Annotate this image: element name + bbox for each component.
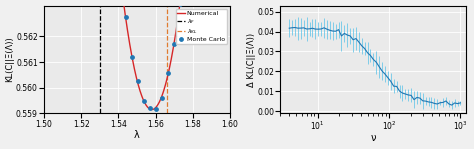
Monte Carlo (164, 72, 172, 75)
Y-axis label: KL(C||Ξ(Λ)): KL(C||Ξ(Λ)) (6, 37, 15, 82)
Monte Carlo (140, 100, 147, 102)
Monte Carlo (176, 3, 184, 5)
Line: Numerical: Numerical (44, 0, 230, 110)
Monte Carlo (128, 56, 136, 59)
Numerical (177, 6, 182, 7)
Y-axis label: Δ KL(C||Ξ(Λ)): Δ KL(C||Ξ(Λ)) (246, 32, 255, 87)
Monte Carlo (170, 43, 178, 45)
X-axis label: ν: ν (371, 134, 376, 143)
Numerical (149, 109, 155, 110)
Legend: Numerical, $\lambda_F$, $\lambda_{KL}$, Monte Carlo: Numerical, $\lambda_F$, $\lambda_{KL}$, … (175, 9, 227, 44)
Monte Carlo (146, 106, 154, 109)
Numerical (176, 12, 182, 14)
Monte Carlo (122, 16, 129, 18)
X-axis label: λ: λ (134, 130, 140, 140)
Numerical (159, 96, 164, 98)
Monte Carlo (134, 80, 142, 82)
Monte Carlo (152, 108, 160, 110)
Monte Carlo (158, 96, 165, 99)
